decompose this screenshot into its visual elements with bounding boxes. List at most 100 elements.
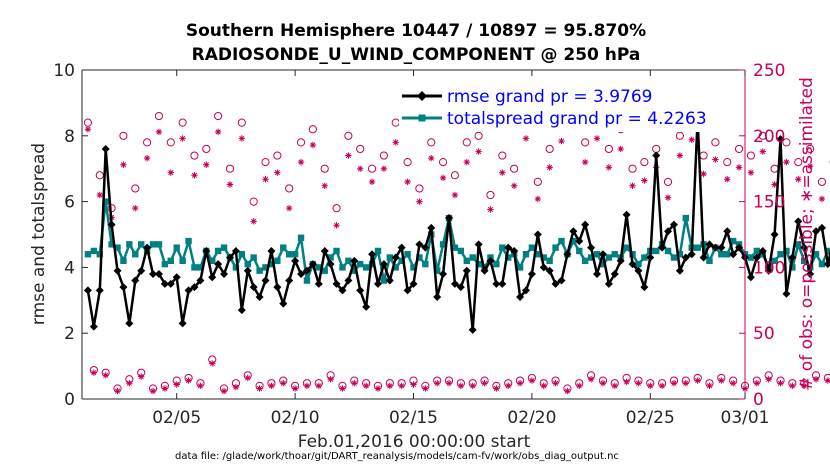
obs-assimilated-point (386, 382, 394, 390)
chart-title-line1: Southern Hemisphere 10447 / 10897 = 95.8… (186, 21, 646, 41)
obs-assimilated-point (339, 385, 346, 392)
obs-assimilated-point (818, 195, 826, 203)
obs-assimilated-point (433, 380, 441, 387)
rmse-point (332, 279, 341, 288)
totalspread-point (374, 247, 382, 255)
rmse-point (669, 220, 678, 229)
obs-assimilated-point (398, 382, 405, 390)
rmse-point (314, 279, 323, 288)
rmse-point (575, 237, 584, 246)
obs-assimilated-point (623, 378, 630, 386)
totalspread-point (392, 264, 399, 271)
totalspread-point (137, 241, 145, 248)
obs-assimilated-point (546, 164, 553, 171)
obs-assimilated-point (552, 380, 559, 387)
rmse-point (516, 293, 525, 302)
totalspread-point (90, 247, 98, 255)
obs-assimilated-point (641, 177, 648, 184)
obs-assimilated-point (824, 377, 830, 384)
rmse-point (237, 306, 246, 315)
legend-rmse-label: rmse grand pr = 3.9769 (447, 87, 652, 107)
rmse-point (261, 276, 270, 285)
obs-assimilated-point (96, 191, 103, 199)
totalspread-point (812, 251, 820, 258)
rmse-point (569, 227, 578, 236)
rmse-point (699, 253, 708, 262)
rmse-point (782, 289, 791, 298)
totalspread-point (457, 247, 465, 255)
legend-spread-label: totalspread grand pr = 4.2263 (447, 109, 707, 129)
rmse-point (658, 243, 667, 252)
rmse-point (770, 230, 779, 239)
obs-possible-point (675, 131, 684, 140)
obs-possible-point (403, 158, 412, 167)
x-tick-label: 02/15 (389, 408, 438, 428)
totalspread-point (120, 257, 127, 265)
obs-assimilated-point (291, 385, 299, 392)
obs-possible-point (296, 138, 306, 147)
obs-possible-point (131, 184, 140, 193)
totalspread-point (676, 251, 684, 258)
obs-assimilated-point (357, 165, 364, 172)
obs-assimilated-point (256, 385, 263, 392)
obs-assimilated-point (635, 380, 642, 387)
obs-possible-point (770, 164, 779, 173)
obs-possible-point (214, 111, 223, 121)
rmse-point (391, 253, 400, 262)
totalspread-point (386, 254, 394, 261)
obs-assimilated-point (161, 385, 169, 392)
rmse-point (137, 266, 146, 275)
obs-possible-point (782, 138, 791, 147)
rmse-point (119, 283, 128, 292)
obs-assimilated-point (783, 158, 790, 166)
obs-possible-point (154, 111, 164, 121)
obs-possible-point (817, 177, 827, 186)
rmse-point (533, 230, 542, 239)
obs-assimilated-point (214, 128, 222, 136)
rmse-point (273, 283, 282, 292)
y-left-tick-label: 8 (64, 127, 75, 147)
totalspread-point (433, 267, 441, 274)
obs-assimilated-point (445, 380, 453, 387)
obs-assimilated-point (185, 377, 192, 384)
totalspread-point (516, 264, 524, 271)
totalspread-point (214, 247, 222, 255)
rmse-point (634, 266, 643, 275)
totalspread-point (155, 241, 163, 248)
rmse-point (143, 243, 152, 252)
obs-assimilated-point (126, 380, 133, 387)
obs-assimilated-point (735, 164, 743, 171)
rmse-point (154, 269, 163, 278)
y-right-tick-label: 0 (753, 390, 764, 410)
rmse-point (166, 279, 175, 288)
obs-possible-point (604, 144, 613, 154)
obs-possible-point (344, 131, 353, 140)
y-right-tick-label: 50 (753, 324, 775, 344)
obs-possible-point (237, 118, 246, 127)
obs-possible-point (746, 151, 756, 160)
totalspread-point (706, 257, 713, 265)
rmse-point (800, 243, 809, 252)
obs-assimilated-point (688, 136, 695, 143)
obs-assimilated-point (232, 383, 240, 391)
obs-assimilated-point (670, 380, 678, 387)
obs-possible-point (545, 144, 554, 154)
totalspread-point (333, 247, 340, 255)
x-tick-label: 03/01 (721, 408, 770, 428)
obs-assimilated-point (120, 161, 127, 168)
obs-assimilated-point (149, 387, 157, 395)
obs-possible-point (723, 158, 732, 167)
rmse-point (385, 276, 394, 285)
obs-possible-point (190, 151, 199, 160)
chart-title-line2: RADIOSONDE_U_WIND_COMPONENT @ 250 hPa (192, 45, 641, 65)
obs-assimilated-point (244, 374, 251, 382)
obs-possible-point (450, 171, 460, 180)
obs-assimilated-point (368, 178, 376, 186)
y-left-tick-label: 0 (64, 390, 75, 410)
rmse-point (302, 266, 311, 275)
rmse-point (95, 286, 104, 295)
rmse-point (220, 269, 229, 278)
rmse-point (823, 260, 830, 269)
rmse-point (527, 269, 536, 278)
